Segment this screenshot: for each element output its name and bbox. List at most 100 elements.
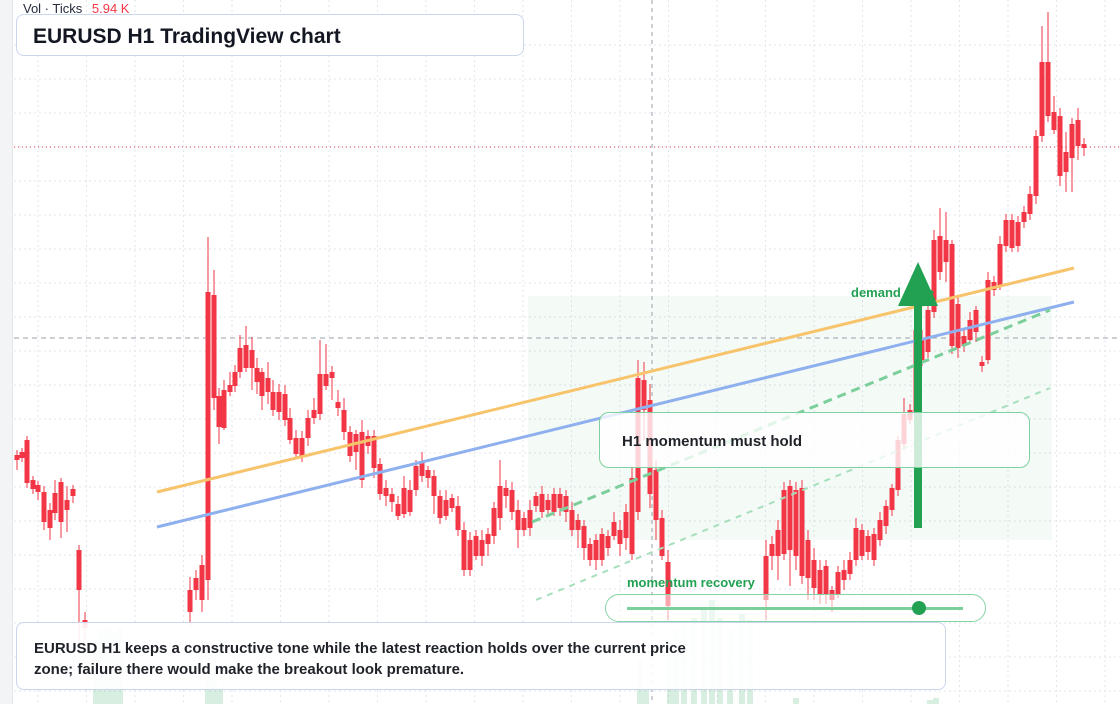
volume-bar <box>933 698 939 704</box>
volume-legend: Vol · Ticks 5.94 K <box>23 1 129 16</box>
candle-body <box>254 368 260 382</box>
candle-body <box>270 392 276 410</box>
candle-body <box>811 560 817 588</box>
candle-body <box>943 240 949 262</box>
candle-body <box>467 540 473 570</box>
volume-bar <box>927 700 933 704</box>
trendline-dashed-light <box>535 387 1051 601</box>
candle-body <box>237 348 243 372</box>
candle-body <box>419 462 425 476</box>
candle-body <box>617 530 623 544</box>
momentum-slider[interactable] <box>605 594 986 622</box>
trendline-dashed-green <box>531 308 1051 524</box>
breakout-arrow-head <box>898 262 938 306</box>
candle-body <box>341 410 347 432</box>
candle-body <box>599 534 605 560</box>
candle-body <box>19 452 25 458</box>
candle-body <box>1075 120 1081 146</box>
candle-body <box>187 590 193 612</box>
candle-body <box>1003 220 1009 246</box>
candle-body <box>629 478 635 554</box>
volume-indicator-name: Vol · Ticks <box>23 1 83 16</box>
candle-body <box>479 540 485 556</box>
candle-body <box>931 240 937 312</box>
candle-body <box>853 528 859 560</box>
candle-body <box>395 504 401 516</box>
candle-body <box>24 440 30 483</box>
candle-body <box>216 396 222 427</box>
candle-body <box>817 570 823 594</box>
candle-body <box>793 490 799 556</box>
candle-body <box>611 522 617 536</box>
candle-body <box>58 482 64 522</box>
candle-body <box>605 536 611 548</box>
candle-body <box>521 518 527 530</box>
chart-title-box: EURUSD H1 TradingView chart <box>16 14 524 56</box>
candle-body <box>763 556 769 600</box>
candle-body <box>949 244 955 346</box>
candle-body <box>575 520 581 530</box>
momentum-slider-thumb[interactable] <box>912 601 927 615</box>
candle-body <box>14 455 20 460</box>
momentum-slider-track <box>627 607 963 610</box>
candle-body <box>47 510 53 528</box>
candle-body <box>587 544 593 560</box>
candle-body <box>232 372 238 386</box>
candle-body <box>569 510 575 530</box>
candle-body <box>877 520 883 540</box>
candle-body <box>473 536 479 556</box>
volume-bar <box>643 690 649 704</box>
candle-body <box>659 518 665 556</box>
candle-body <box>1027 194 1033 214</box>
candle-body <box>961 336 967 346</box>
candle-body <box>623 512 629 538</box>
candle-body <box>205 292 211 580</box>
candle-body <box>847 560 853 574</box>
price-scale-edge <box>0 0 13 704</box>
chart-title: EURUSD H1 TradingView chart <box>33 25 341 48</box>
candle-body <box>1063 152 1069 172</box>
candle-body <box>799 488 805 576</box>
candle-body <box>955 304 961 348</box>
candle-body <box>76 550 82 590</box>
candle-body <box>539 494 545 512</box>
candle-body <box>359 432 365 480</box>
candle-body <box>485 534 491 544</box>
candle-body <box>299 438 305 456</box>
demand-zone-label: demand zone <box>851 285 935 300</box>
candle-body <box>249 350 255 368</box>
candle-body <box>545 500 551 510</box>
volume-indicator-value: 5.94 K <box>91 1 130 16</box>
candle-body <box>835 572 841 594</box>
candle-body <box>859 530 865 556</box>
candle-body <box>1039 62 1045 136</box>
candle-body <box>515 510 521 530</box>
candle-body <box>407 490 413 512</box>
candle-body <box>305 418 311 438</box>
candle-body <box>276 392 282 412</box>
candle-body <box>383 488 389 496</box>
candle-body <box>211 295 217 398</box>
candle-body <box>1081 144 1087 148</box>
candle-body <box>282 394 288 420</box>
candle-body <box>781 490 787 554</box>
volume-bar <box>793 698 799 704</box>
candle-body <box>497 486 503 518</box>
candle-body <box>193 578 199 590</box>
candle-body <box>455 506 461 530</box>
volume-bar <box>205 680 211 704</box>
candle-body <box>323 374 329 386</box>
candle-body <box>551 494 557 512</box>
candle-body <box>221 390 227 428</box>
candle-body <box>425 470 431 478</box>
momentum-callout-text: H1 momentum must hold <box>622 433 803 450</box>
candle-body <box>1021 212 1027 222</box>
candle-body <box>1069 124 1075 158</box>
candle-body <box>823 566 829 594</box>
candle-body <box>437 496 443 518</box>
candle-body <box>449 498 455 508</box>
candle-body <box>311 410 317 418</box>
candle-body <box>287 418 293 440</box>
candle-body <box>64 500 70 510</box>
candle-body <box>653 470 659 520</box>
